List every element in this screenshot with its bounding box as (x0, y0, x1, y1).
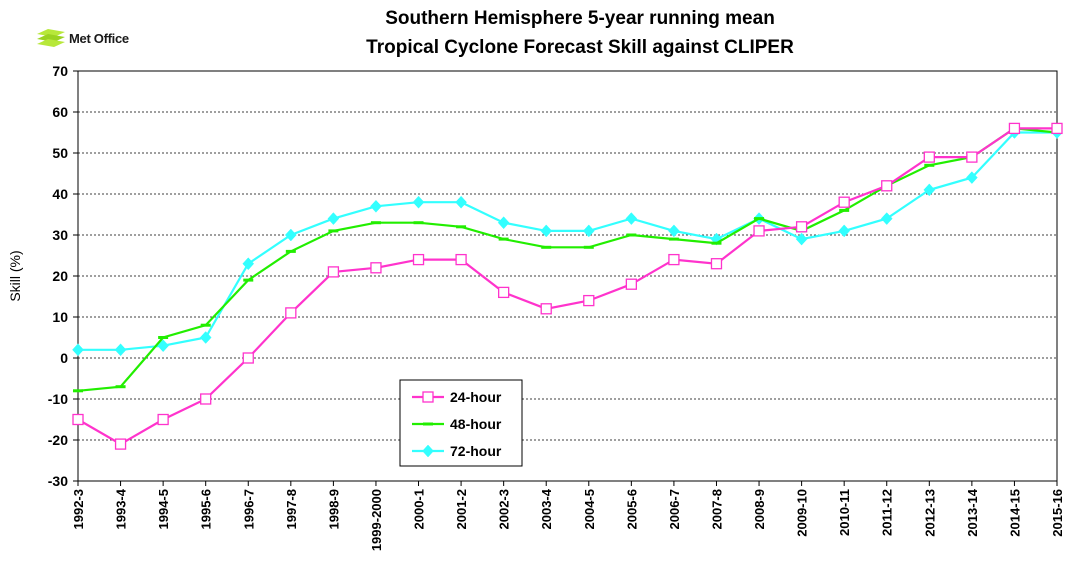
data-point-24-hour (753, 225, 765, 237)
x-tick-label: 2014-15 (1007, 489, 1022, 537)
data-point-72-hour (795, 232, 808, 246)
data-point-24-hour (114, 438, 127, 450)
x-tick-label: 2012-13 (922, 489, 937, 537)
data-point-24-hour (795, 221, 808, 233)
series-line-72-hour (78, 131, 1057, 351)
legend: 24-hour 48-hour 72-hour (399, 379, 523, 467)
x-tick-label: 1994-5 (156, 489, 171, 529)
data-point-24-hour (498, 286, 510, 299)
x-tick-label: 2009-10 (795, 489, 810, 537)
x-tick-label: 1996-7 (241, 489, 256, 529)
data-point-72-hour (412, 195, 425, 209)
y-tick-label: 20 (52, 268, 68, 284)
series-24-hour (72, 122, 1063, 450)
chart-subtitle: Tropical Cyclone Forecast Skill against … (366, 37, 794, 58)
met-office-logo-icon (37, 29, 65, 47)
data-point-72-hour (838, 224, 851, 238)
series-line-24-hour (77, 127, 1057, 446)
data-point-24-hour (966, 151, 978, 163)
data-point-72-hour (327, 212, 340, 225)
data-point-72-hour (284, 228, 297, 242)
series-48-hour (73, 126, 1062, 393)
data-point-24-hour (540, 303, 552, 315)
legend-swatch-marker (422, 444, 434, 458)
data-point-24-hour (412, 253, 425, 266)
legend-swatch-marker (422, 391, 434, 403)
x-tick-label: 2000-1 (412, 489, 427, 529)
x-tick-label: 2003-4 (539, 488, 554, 529)
met-office-logo: Met Office (36, 28, 129, 48)
data-point-24-hour (668, 253, 680, 266)
data-point-24-hour (370, 262, 382, 274)
data-point-72-hour (668, 224, 680, 238)
x-tick-label: 2002-3 (497, 489, 512, 529)
x-tick-label: 2004-5 (582, 489, 597, 529)
data-point-72-hour (582, 224, 595, 238)
data-point-72-hour (497, 216, 510, 230)
x-tick-label: 1992-3 (71, 489, 86, 529)
met-office-logo-text: Met Office (69, 30, 129, 46)
y-tick-label: -20 (48, 432, 68, 448)
y-tick-label: 40 (52, 186, 68, 202)
x-tick-label: 2005-6 (624, 489, 639, 529)
chart-title: Southern Hemisphere 5-year running mean (385, 8, 775, 29)
y-tick-label: -10 (48, 391, 68, 407)
data-point-24-hour (72, 413, 84, 426)
series-72-hour (72, 126, 1063, 357)
data-point-24-hour (838, 196, 850, 208)
data-point-72-hour (114, 343, 127, 357)
data-point-24-hour (455, 253, 467, 266)
y-tick-label: 50 (52, 145, 68, 161)
data-point-24-hour (881, 180, 893, 192)
data-point-72-hour (540, 224, 553, 238)
data-point-72-hour (880, 212, 893, 225)
series-line-48-hour (77, 127, 1058, 392)
data-point-72-hour (625, 212, 638, 225)
data-point-24-hour (157, 413, 169, 426)
data-point-24-hour (200, 393, 212, 405)
data-point-24-hour (242, 352, 254, 364)
data-point-24-hour (583, 294, 595, 307)
y-axis-label: Skill (%) (7, 250, 23, 301)
x-tick-label: 2010-11 (837, 489, 852, 536)
data-point-24-hour (285, 307, 297, 319)
data-point-24-hour (327, 266, 340, 278)
data-point-72-hour (455, 195, 467, 209)
data-point-72-hour (199, 331, 212, 344)
data-point-72-hour (242, 257, 255, 271)
x-tick-label: 2007-8 (709, 489, 724, 529)
x-tick-label: 2015-16 (1050, 489, 1065, 537)
y-tick-label: 60 (52, 104, 68, 120)
y-tick-label: -30 (48, 473, 68, 489)
data-point-24-hour (625, 278, 637, 290)
x-tick-label: 2011-12 (880, 489, 895, 536)
x-tick-label: 1995-6 (199, 489, 214, 529)
data-point-72-hour (966, 171, 978, 184)
y-tick-label: 10 (52, 309, 68, 325)
data-point-72-hour (72, 343, 84, 357)
data-point-72-hour (370, 199, 382, 213)
data-point-72-hour (157, 339, 169, 353)
legend-label: 24-hour (450, 389, 502, 405)
legend-label: 48-hour (450, 416, 502, 432)
y-tick-label: 0 (60, 350, 68, 366)
x-tick-label: 1993-4 (114, 488, 129, 529)
data-point-24-hour (1008, 122, 1021, 135)
data-point-24-hour (710, 258, 723, 270)
data-point-24-hour (1051, 122, 1063, 135)
data-point-72-hour (923, 183, 936, 197)
x-tick-label: 1997-8 (284, 489, 299, 529)
x-tick-label: 2001-2 (454, 489, 469, 529)
legend-label: 72-hour (450, 443, 502, 459)
x-tick-label: 1999-2000 (369, 489, 384, 551)
x-tick-label: 2006-7 (667, 489, 682, 529)
x-tick-label: 1998-9 (326, 489, 341, 529)
x-tick-label: 2013-14 (965, 488, 980, 536)
x-tick-label: 2008-9 (752, 489, 767, 529)
y-tick-label: 30 (52, 227, 68, 243)
data-point-24-hour (923, 151, 935, 163)
y-tick-label: 70 (52, 63, 68, 79)
